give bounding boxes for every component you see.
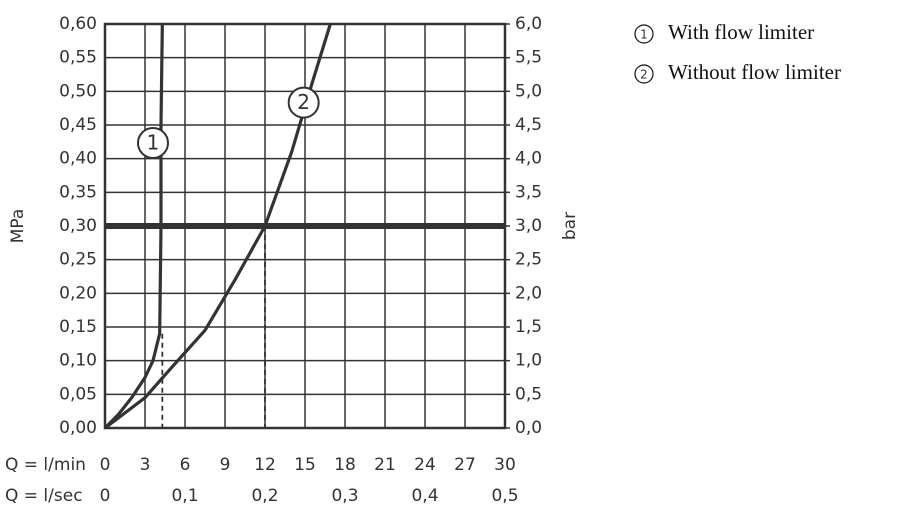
x-tick-label: 9 bbox=[220, 455, 231, 475]
curve-label: 1 bbox=[147, 131, 160, 155]
legend-symbol-label: 2 bbox=[640, 68, 648, 82]
y-tick-label: 0,55 bbox=[59, 48, 97, 68]
x-tick-label: 24 bbox=[414, 455, 436, 475]
x-tick-label: 30 bbox=[494, 455, 516, 475]
y2-tick-label: 0,5 bbox=[515, 384, 542, 404]
legend-symbol bbox=[634, 64, 654, 84]
legend-symbol bbox=[634, 24, 654, 44]
y-tick-label: 0,05 bbox=[59, 384, 97, 404]
y-tick-label: 0,50 bbox=[59, 81, 97, 101]
y-tick-label: 0,25 bbox=[59, 250, 97, 270]
y2-axis-label: bar bbox=[560, 212, 580, 240]
x2-tick-label: 0,3 bbox=[331, 486, 358, 506]
x2-tick-label: 0,5 bbox=[491, 486, 518, 506]
y2-tick-label: 6,0 bbox=[515, 14, 542, 34]
y-tick-label: 0,10 bbox=[59, 351, 97, 371]
y-tick-label: 0,20 bbox=[59, 283, 97, 303]
x2-tick-label: 0 bbox=[100, 486, 111, 506]
y2-tick-label: 3,0 bbox=[515, 216, 542, 236]
y2-tick-label: 0,0 bbox=[515, 418, 542, 438]
y-tick-label: 0,00 bbox=[59, 418, 97, 438]
y2-tick-label: 1,0 bbox=[515, 351, 542, 371]
y-tick-label: 0,15 bbox=[59, 317, 97, 337]
x-tick-label: 27 bbox=[454, 455, 476, 475]
curve-label: 2 bbox=[297, 90, 310, 114]
series-line bbox=[103, 23, 164, 430]
x-tick-label: 15 bbox=[294, 455, 316, 475]
legend-entry: Without flow limiter bbox=[668, 60, 841, 84]
y-axis-label: MPa bbox=[8, 209, 28, 244]
y2-tick-label: 5,0 bbox=[515, 81, 542, 101]
y2-tick-label: 2,0 bbox=[515, 283, 542, 303]
y-tick-label: 0,45 bbox=[59, 115, 97, 135]
y2-tick-label: 2,5 bbox=[515, 250, 542, 270]
x-axis-label: Q = l/min bbox=[5, 455, 86, 475]
x2-tick-label: 0,1 bbox=[171, 486, 198, 506]
y2-tick-label: 1,5 bbox=[515, 317, 542, 337]
x-tick-label: 21 bbox=[374, 455, 396, 475]
curve-label-circle bbox=[137, 127, 169, 159]
y2-tick-label: 3,5 bbox=[515, 182, 542, 202]
x-tick-label: 6 bbox=[180, 455, 191, 475]
x-tick-label: 0 bbox=[100, 455, 111, 475]
curve-label-circle bbox=[287, 86, 320, 119]
x2-tick-label: 0,4 bbox=[411, 486, 438, 506]
y-tick-label: 0,60 bbox=[59, 14, 97, 34]
y2-tick-label: 4,5 bbox=[515, 115, 542, 135]
y2-tick-label: 5,5 bbox=[515, 48, 542, 68]
y-tick-label: 0,35 bbox=[59, 182, 97, 202]
legend-symbol-label: 1 bbox=[640, 28, 648, 42]
x-tick-label: 3 bbox=[140, 455, 151, 475]
x-tick-label: 12 bbox=[254, 455, 276, 475]
x2-tick-label: 0,2 bbox=[251, 486, 278, 506]
legend-entry: With flow limiter bbox=[668, 20, 814, 44]
x-tick-label: 18 bbox=[334, 455, 356, 475]
x2-axis-label: Q = l/sec bbox=[5, 486, 83, 506]
y-tick-label: 0,30 bbox=[59, 216, 97, 236]
y2-tick-label: 4,0 bbox=[515, 149, 542, 169]
y-tick-label: 0,40 bbox=[59, 149, 97, 169]
